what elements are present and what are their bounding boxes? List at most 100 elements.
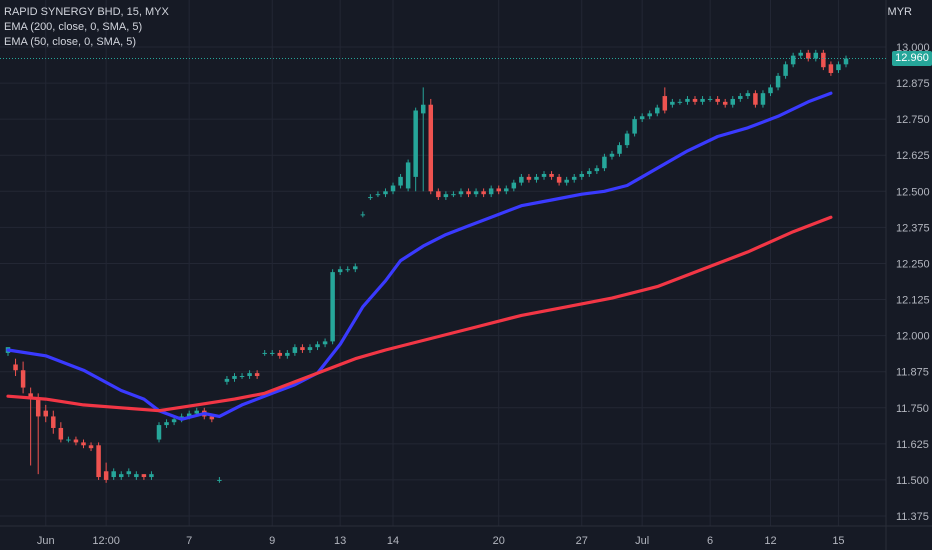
- candle-body: [345, 269, 350, 271]
- candle-body: [707, 98, 713, 100]
- x-tick-label: 7: [186, 535, 192, 547]
- time-axis[interactable]: Jun 12:00 7 9 13 14 20 27 Jul 6 12 15: [37, 535, 845, 547]
- candle-body: [526, 176, 532, 180]
- y-tick-label: 12.500: [896, 186, 930, 198]
- candle-body: [118, 474, 124, 478]
- candle-body: [843, 58, 849, 65]
- candle-body: [783, 64, 788, 76]
- candle-body: [322, 341, 328, 345]
- candle-body: [647, 113, 652, 117]
- candle-body: [209, 416, 215, 420]
- x-tick-label: 9: [269, 535, 275, 547]
- price-axis[interactable]: 13.000 12.875 12.750 12.625 12.500 12.375 12.2…: [896, 42, 930, 523]
- candle-body: [541, 173, 547, 177]
- x-tick-label: 20: [493, 535, 505, 547]
- candle-body: [277, 352, 283, 356]
- candle-body: [300, 347, 305, 351]
- ema-200-label[interactable]: EMA (200, close, 0, SMA, 5): [4, 21, 143, 33]
- last-price-tag: 12.960: [892, 51, 932, 67]
- candle-body: [451, 194, 456, 196]
- y-tick-label: 12.250: [896, 258, 930, 270]
- candle-body: [639, 116, 645, 120]
- candle-body: [254, 373, 260, 377]
- y-tick-label: 11.750: [896, 403, 929, 415]
- y-tick-label: 12.625: [896, 150, 930, 162]
- candle-body: [413, 110, 418, 177]
- symbol-title[interactable]: RAPID SYNERGY BHD, 15, MYX: [4, 6, 169, 18]
- candle-body: [375, 194, 381, 196]
- candle-body: [670, 101, 675, 105]
- x-tick-label: 27: [576, 535, 588, 547]
- candle-body: [496, 188, 501, 192]
- candle-body: [103, 471, 109, 480]
- x-tick-label: 14: [387, 535, 399, 547]
- ema-50-label[interactable]: EMA (50, close, 0, SMA, 5): [4, 36, 137, 48]
- candle-body: [594, 168, 600, 172]
- candle-body: [821, 52, 826, 68]
- candle-body: [738, 96, 743, 99]
- candle-body: [292, 347, 298, 353]
- candle-body: [466, 191, 471, 195]
- candle-body: [134, 474, 139, 478]
- candle-body: [360, 214, 366, 216]
- candle-body: [436, 191, 441, 198]
- ema-lines: [6, 91, 833, 421]
- candle-body: [353, 266, 358, 270]
- candle-body: [443, 194, 449, 198]
- y-tick-label: 12.750: [896, 114, 930, 126]
- candle-body: [405, 162, 411, 189]
- candle-body: [798, 52, 803, 56]
- candle-body: [806, 52, 811, 59]
- candle-body: [20, 370, 26, 388]
- candle-body: [368, 197, 373, 199]
- x-tick-label: Jun: [37, 535, 55, 547]
- candle-body: [511, 182, 517, 189]
- candle-body: [587, 171, 592, 174]
- candle-body: [715, 98, 720, 102]
- candle-body: [111, 471, 116, 478]
- y-tick-label: 12.875: [896, 78, 930, 90]
- candle-body: [13, 364, 18, 371]
- y-tick-label: 11.625: [896, 439, 929, 451]
- candle-body: [383, 191, 388, 195]
- candle-body: [549, 173, 554, 177]
- candle-body: [775, 75, 781, 88]
- candle-body: [232, 376, 237, 379]
- candle-body: [760, 93, 766, 105]
- candle-body: [677, 101, 683, 103]
- y-tick-label: 12.125: [896, 295, 930, 307]
- candle-body: [247, 373, 252, 377]
- candle-body: [73, 439, 79, 443]
- candle-body: [35, 399, 41, 417]
- candle-body: [662, 96, 668, 111]
- candle-body: [217, 479, 222, 481]
- candle-body: [156, 425, 162, 440]
- candle-body: [194, 410, 199, 414]
- candle-body: [337, 269, 343, 273]
- candle-body: [617, 145, 622, 154]
- y-tick-label: 11.500: [896, 475, 929, 487]
- candle-body: [624, 133, 630, 146]
- candle-body: [473, 191, 479, 195]
- candle-body: [330, 272, 335, 342]
- candle-body: [685, 98, 690, 102]
- candle-body: [420, 104, 426, 114]
- candle-body: [602, 156, 607, 169]
- candle-body: [285, 352, 290, 356]
- candle-body: [126, 471, 132, 475]
- candle-body: [609, 153, 615, 157]
- candle-body: [458, 191, 464, 195]
- y-tick-label: 11.875: [896, 367, 929, 379]
- candle-body: [269, 352, 275, 354]
- x-tick-label: 15: [832, 535, 844, 547]
- candle-body: [315, 344, 320, 348]
- currency-label: MYR: [887, 6, 912, 18]
- candle-body: [141, 474, 147, 478]
- candle-body: [700, 98, 705, 102]
- candle-body: [519, 176, 524, 183]
- candle-body: [88, 445, 94, 449]
- candle-body: [224, 378, 230, 382]
- y-tick-label: 11.375: [896, 511, 929, 523]
- candle-body: [171, 419, 177, 423]
